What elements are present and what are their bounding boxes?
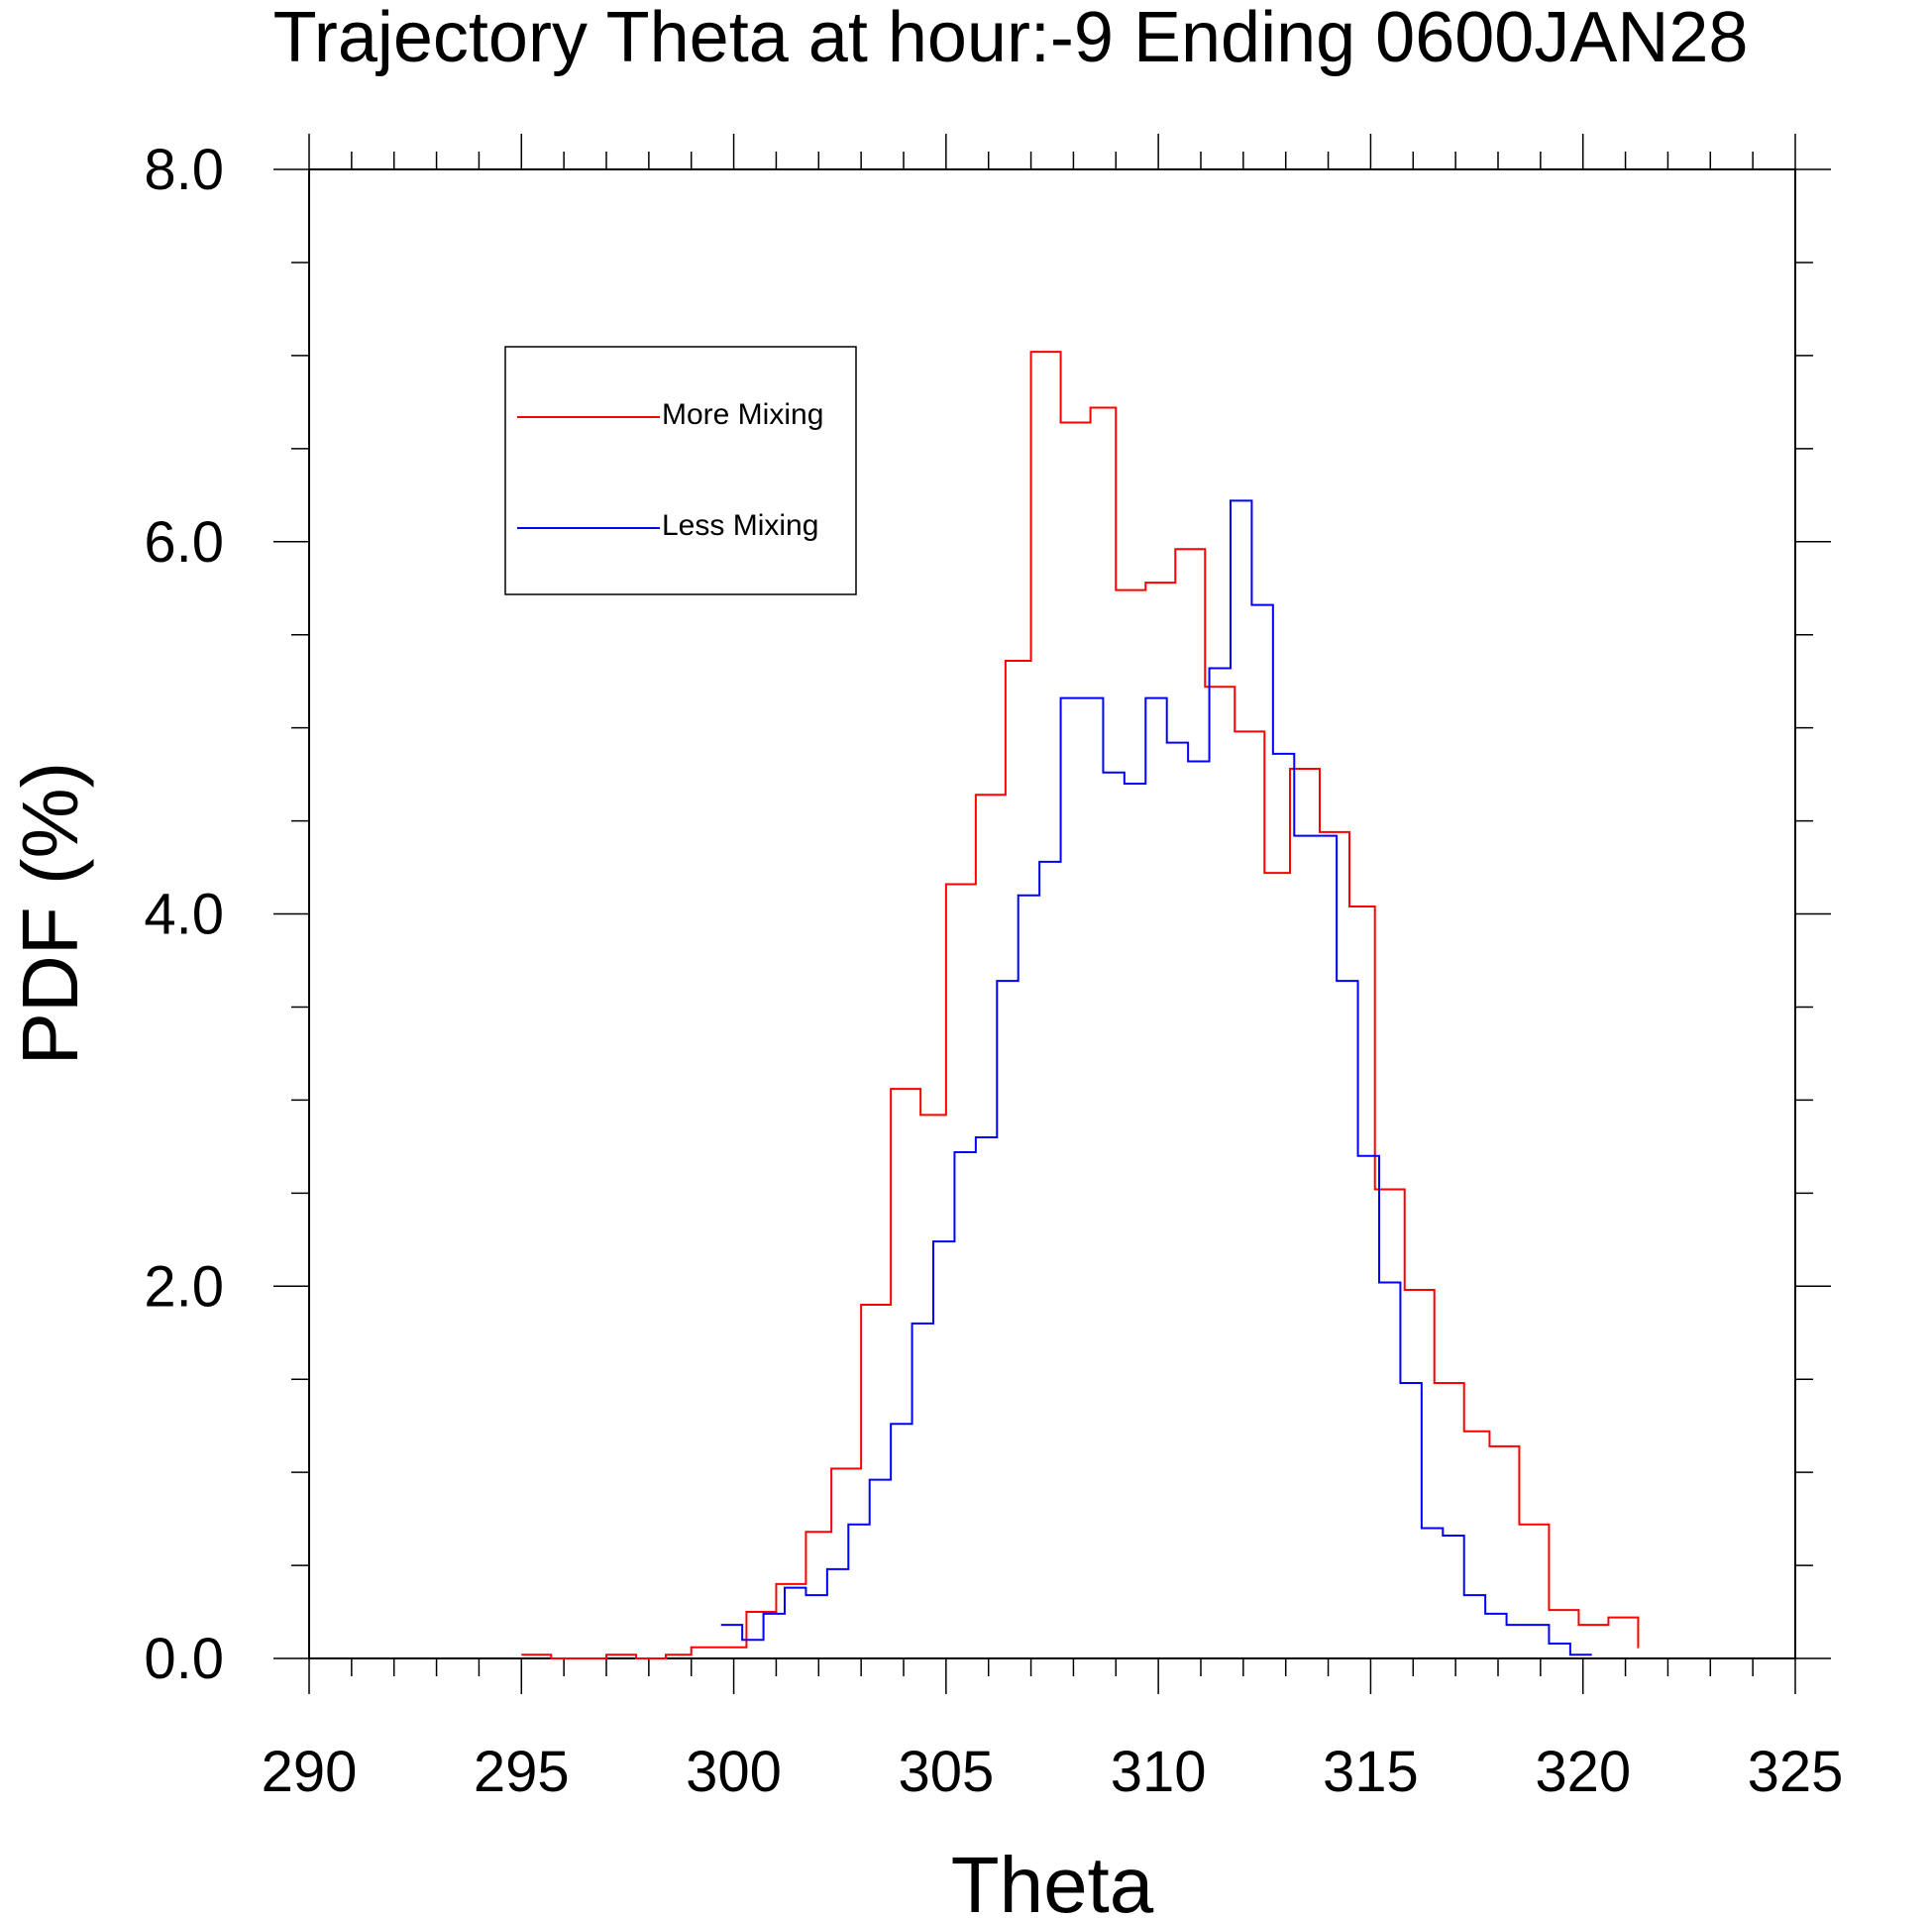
legend: More Mixing Less Mixing (504, 346, 857, 595)
legend-box (504, 346, 857, 595)
series-line-more-mixing (521, 351, 1640, 1659)
x-tick-label: 290 (262, 1740, 358, 1804)
x-tick-label: 325 (1748, 1740, 1844, 1804)
axis-ticks (273, 134, 1831, 1694)
chart-title: Trajectory Theta at hour:-9 Ending 0600J… (273, 0, 1749, 77)
y-tick-label: 0.0 (144, 1627, 224, 1691)
x-tick-label: 320 (1535, 1740, 1631, 1804)
y-tick-label: 6.0 (144, 510, 224, 575)
y-tick-label: 8.0 (144, 138, 224, 202)
series-lines (521, 351, 1640, 1659)
legend-label-less-mixing: Less Mixing (662, 509, 818, 542)
y-axis-label: PDF (%) (6, 762, 94, 1066)
x-tick-label: 300 (686, 1740, 782, 1804)
x-tick-labels: 290 295 300 305 310 315 320 325 (262, 1740, 1844, 1804)
y-tick-labels: 0.0 2.0 4.0 6.0 8.0 (144, 138, 224, 1691)
x-tick-label: 315 (1323, 1740, 1419, 1804)
x-axis-label: Theta (951, 1841, 1154, 1918)
legend-label-more-mixing: More Mixing (662, 398, 823, 431)
y-tick-label: 2.0 (144, 1254, 224, 1319)
series-line-less-mixing (720, 499, 1592, 1656)
y-tick-label: 4.0 (144, 883, 224, 947)
x-tick-label: 295 (474, 1740, 570, 1804)
x-tick-label: 310 (1111, 1740, 1207, 1804)
x-tick-label: 305 (898, 1740, 994, 1804)
